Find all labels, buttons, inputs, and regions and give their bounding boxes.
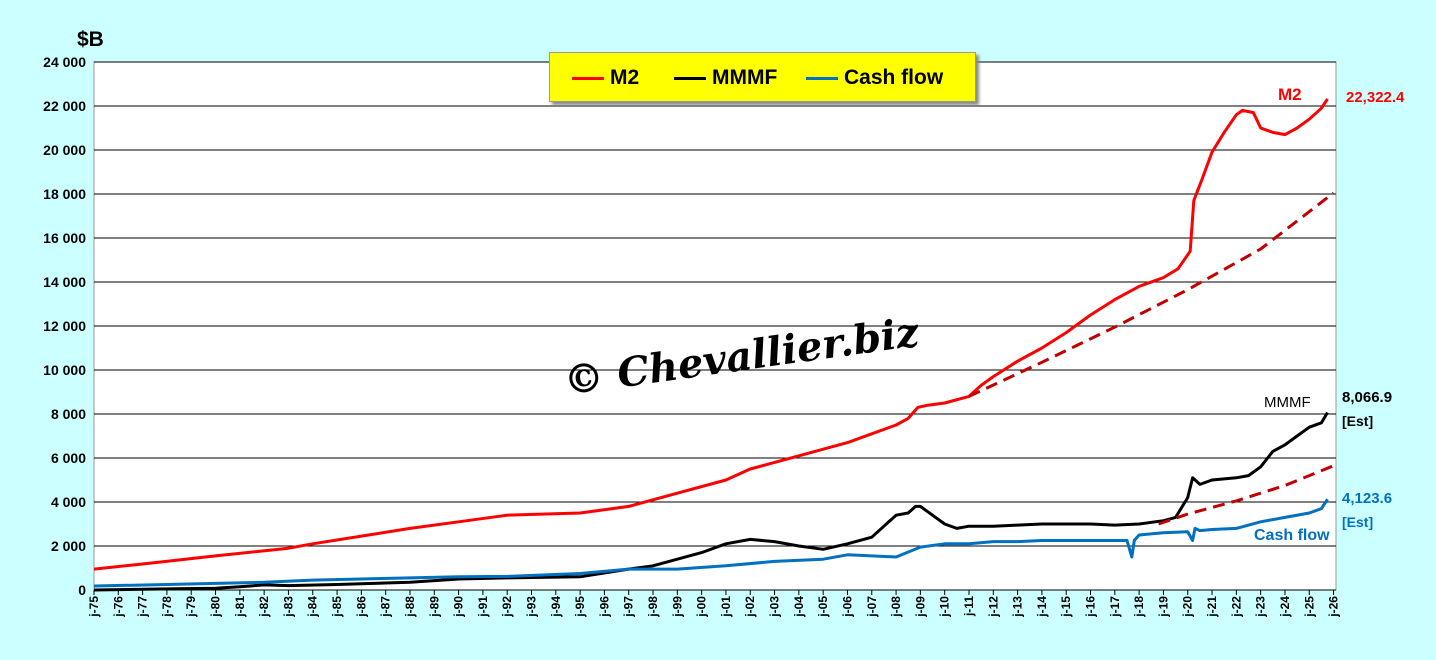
y-tick-label: 2 000 — [51, 538, 86, 554]
legend-label-mmmf: MMMF — [712, 66, 778, 89]
x-tick-label: j-20 — [1181, 596, 1195, 618]
mmmf-end-label: MMMF — [1264, 394, 1311, 411]
legend-item-mmmf: MMMF — [674, 66, 777, 90]
x-tick-label: j-00 — [695, 596, 709, 618]
x-tick-label: j-97 — [622, 596, 636, 618]
cash-end-label: Cash flow — [1254, 527, 1330, 544]
y-tick-label: 24 000 — [43, 54, 86, 70]
y-tick-label: 22 000 — [43, 98, 86, 114]
x-tick-label: j-01 — [719, 596, 733, 618]
x-tick-label: j-14 — [1035, 596, 1049, 618]
x-tick-label: j-91 — [476, 596, 490, 618]
x-tick-label: j-09 — [913, 596, 927, 618]
y-axis-unit: $B — [77, 28, 104, 51]
legend-label-m2: M2 — [610, 66, 640, 89]
y-tick-labels: 0 2 000 4 000 6 000 8 000 10 000 12 000 14 000 1… — [43, 54, 86, 598]
legend-swatch-mmmf — [674, 76, 706, 80]
x-tick-label: j-84 — [306, 596, 320, 618]
x-tick-label: j-17 — [1108, 596, 1122, 618]
y-tick-label: 0 — [78, 582, 86, 598]
legend-item-cash-flow: Cash flow — [806, 66, 943, 90]
x-tick-label: j-83 — [281, 596, 295, 618]
x-tick-label: j-21 — [1205, 596, 1219, 618]
x-tick-label: j-07 — [865, 596, 879, 618]
legend-label-cash-flow: Cash flow — [844, 66, 944, 89]
x-tick-label: j-94 — [549, 596, 563, 618]
cash-end-value: 4,123.6 — [1342, 490, 1392, 507]
series-group — [94, 98, 1329, 592]
x-tick-label: j-05 — [816, 596, 830, 618]
legend: M2 MMMF Cash flow — [549, 52, 976, 102]
mmmf-end-value: 8,066.9 — [1342, 389, 1392, 406]
x-tick-label: j-06 — [840, 596, 854, 618]
x-tick-label: j-02 — [743, 596, 757, 618]
series-line-cash-flow — [94, 498, 1329, 588]
x-tick-label: j-82 — [257, 596, 271, 618]
series-line-mmmf — [94, 411, 1329, 592]
x-tick-labels: j-75 j-76 j-77 j-78 j-79 j-80 j-81 j-82 j-83 j-84… — [87, 590, 1341, 618]
x-tick-label: j-26 — [1327, 596, 1341, 618]
y-tick-label: 10 000 — [43, 362, 86, 378]
x-tick-label: j-77 — [136, 596, 150, 618]
x-tick-label: j-75 — [87, 596, 101, 618]
x-tick-label: j-96 — [597, 596, 611, 618]
y-tick-label: 6 000 — [51, 450, 86, 466]
x-tick-label: j-93 — [524, 596, 538, 618]
x-tick-label: j-95 — [573, 596, 587, 618]
x-tick-label: j-11 — [962, 596, 976, 617]
y-tick-label: 4 000 — [51, 494, 86, 510]
trend-line-3 — [968, 191, 1335, 398]
x-tick-label: j-18 — [1132, 596, 1146, 618]
x-tick-label: j-10 — [938, 596, 952, 618]
y-tick-label: 20 000 — [43, 142, 86, 158]
y-tick-label: 14 000 — [43, 274, 86, 290]
x-tick-label: j-22 — [1229, 596, 1243, 618]
m2-end-label: M2 — [1278, 85, 1302, 104]
x-tick-label: j-19 — [1156, 596, 1170, 618]
legend-swatch-m2 — [572, 76, 604, 80]
y-tick-label: 16 000 — [43, 230, 86, 246]
trend-line-4 — [1158, 464, 1335, 526]
x-tick-label: j-80 — [209, 596, 223, 618]
x-tick-label: j-12 — [986, 596, 1000, 618]
x-tick-label: j-24 — [1278, 596, 1292, 618]
series-line-m2 — [94, 98, 1329, 571]
cash-est-label: [Est] — [1342, 514, 1373, 530]
x-tick-label: j-81 — [233, 596, 247, 618]
x-tick-label: j-08 — [889, 596, 903, 618]
x-tick-label: j-85 — [330, 596, 344, 618]
m2-end-value: 22,322.4 — [1346, 89, 1405, 106]
x-tick-label: j-79 — [184, 596, 198, 618]
x-tick-label: j-98 — [646, 596, 660, 618]
x-tick-label: j-16 — [1084, 596, 1098, 618]
x-tick-label: j-89 — [427, 596, 441, 618]
x-tick-label: j-15 — [1059, 596, 1073, 618]
x-tick-label: j-87 — [379, 596, 393, 618]
x-tick-label: j-78 — [160, 596, 174, 618]
y-tick-label: 18 000 — [43, 186, 86, 202]
x-tick-label: j-92 — [500, 596, 514, 618]
legend-swatch-cash-flow — [806, 76, 838, 80]
x-tick-label: j-88 — [403, 596, 417, 618]
y-tick-label: 12 000 — [43, 318, 86, 334]
x-tick-label: j-13 — [1011, 596, 1025, 618]
x-tick-label: j-04 — [792, 596, 806, 618]
x-tick-label: j-25 — [1302, 596, 1316, 618]
x-tick-label: j-86 — [354, 596, 368, 618]
mmmf-est-label: [Est] — [1342, 413, 1373, 429]
x-tick-label: j-76 — [111, 596, 125, 618]
legend-item-m2: M2 — [572, 66, 639, 90]
x-tick-label: j-03 — [768, 596, 782, 618]
x-tick-label: j-90 — [452, 596, 466, 618]
y-tick-label: 8 000 — [51, 406, 86, 422]
x-tick-label: j-23 — [1254, 596, 1268, 618]
trend-group — [968, 191, 1335, 526]
x-tick-label: j-99 — [670, 596, 684, 618]
